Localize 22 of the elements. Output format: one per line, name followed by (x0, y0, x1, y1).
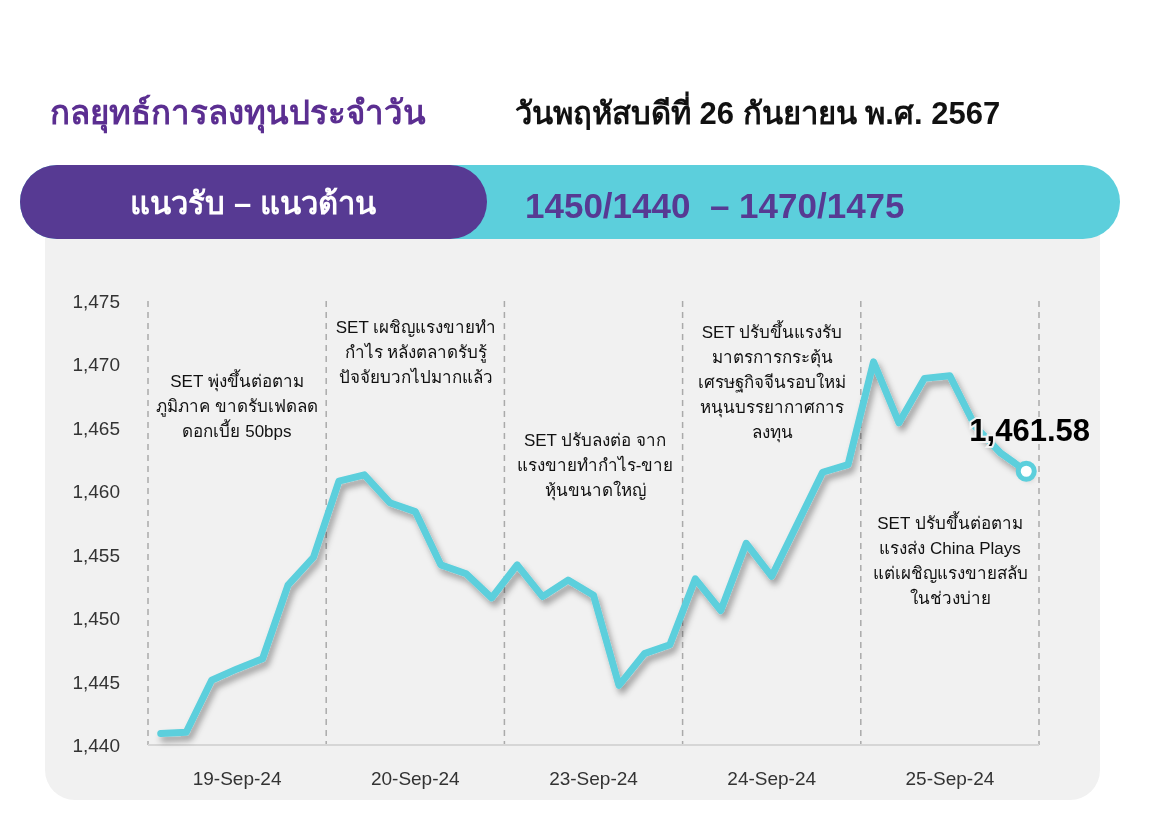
y-tick-label: 1,460 (72, 481, 120, 503)
y-tick-label: 1,470 (72, 354, 120, 376)
x-tick-label: 23-Sep-24 (549, 768, 639, 789)
annotation: SET พุ่งขึ้นต่อตาม ภูมิภาค ขาดรับเฟดลด ดอกเบี้ย 50bps (156, 369, 318, 441)
y-tick-label: 1,440 (72, 735, 120, 756)
y-tick-label: 1,445 (72, 671, 120, 693)
y-tick-label: 1,455 (72, 544, 120, 566)
annotation: SET เผชิญแรงขายทำ กำไร หลังตลาดรับรู้ ปัจจัยบวกไปมากแล้ว (335, 318, 497, 387)
text: แนวรับ – แนวต้าน (130, 186, 376, 221)
y-tick-label: 1,475 (72, 291, 120, 312)
y-tick-label: 1,450 (72, 608, 120, 630)
x-tick-label: 24-Sep-24 (727, 768, 817, 789)
chart-subtitle: วันพฤหัสบดีที่ 26 กันยายน พ.ศ. 2567 (515, 91, 1001, 131)
x-tick-label: 20-Sep-24 (370, 768, 461, 789)
annotation: SET ปรับลงต่อ จาก แรงขายทำกำไร-ขาย หุ้นขนาดใหญ่ (516, 431, 674, 501)
x-tick-label: 25-Sep-24 (905, 768, 995, 789)
x-tick-label: 19-Sep-24 (192, 768, 282, 789)
annotation: SET ปรับขึ้นแรงรับ มาตรการกระตุ้น เศรษฐกิจจีนรอบใหม่ หนุนบรรยากาศการ ลงทุน (698, 320, 846, 443)
text: 1450/1440 – 1470/1475 (525, 186, 905, 225)
chart-title: กลยุทธ์การลงทุนประจำวัน (50, 94, 426, 134)
annotation: SET ปรับขึ้นต่อตาม แรงส่ง China Plays แต่เผชิญแรงขายสลับ ในช่วงบ่าย (872, 511, 1028, 608)
y-tick-label: 1,465 (72, 417, 120, 439)
